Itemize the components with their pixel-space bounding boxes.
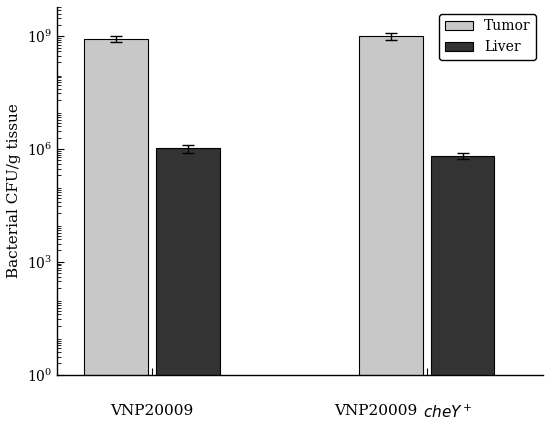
- Text: VNP20009: VNP20009: [334, 404, 422, 418]
- Bar: [156, 148, 219, 425]
- Text: $\mathit{cheY}^+$: $\mathit{cheY}^+$: [422, 404, 472, 421]
- Bar: [359, 36, 422, 425]
- Legend: Tumor, Liver: Tumor, Liver: [439, 14, 536, 60]
- Y-axis label: Bacterial CFU/g tissue: Bacterial CFU/g tissue: [7, 103, 21, 278]
- Bar: [431, 156, 494, 425]
- Text: VNP20009: VNP20009: [110, 404, 194, 418]
- Bar: [84, 39, 147, 425]
